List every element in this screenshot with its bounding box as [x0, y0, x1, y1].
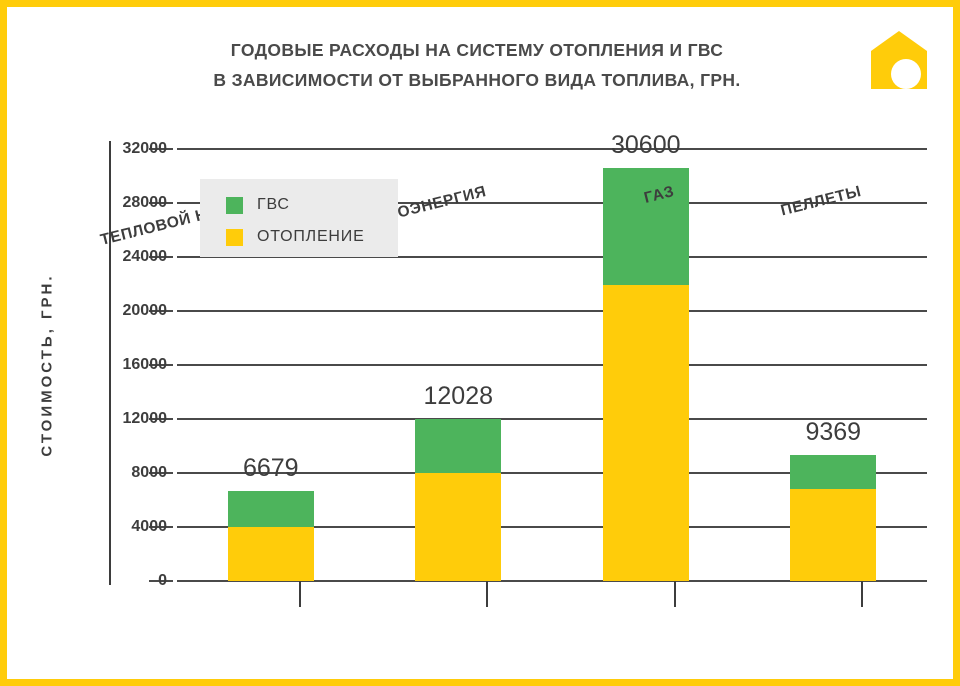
- gridline: [177, 256, 927, 258]
- gridline: [177, 310, 927, 312]
- legend-item-dhw[interactable]: ГВС: [226, 192, 398, 218]
- y-axis-tick: [149, 526, 173, 528]
- y-axis-tick-label: 24000: [122, 248, 168, 265]
- y-axis-tick-label: 20000: [122, 302, 168, 319]
- y-axis-tick-label: 16000: [122, 356, 168, 373]
- page-title: ГОДОВЫЕ РАСХОДЫ НА СИСТЕМУ ОТОПЛЕНИЯ И Г…: [117, 35, 837, 95]
- gridline: [177, 418, 927, 420]
- bar-segment-dhw[interactable]: [790, 454, 877, 490]
- x-axis-tick: [673, 581, 676, 607]
- x-axis-tick: [298, 581, 301, 607]
- y-axis-tick: [149, 256, 173, 258]
- legend-item-heating[interactable]: ОТОПЛЕНИЕ: [226, 224, 398, 250]
- legend-swatch-heating: [226, 228, 243, 246]
- y-axis-tick: [149, 148, 173, 150]
- bar-segment-heating[interactable]: [602, 285, 689, 581]
- bar-segment-heating[interactable]: [415, 473, 502, 581]
- legend-label-dhw: ГВС: [257, 196, 290, 213]
- bar-segment-dhw[interactable]: [602, 167, 689, 286]
- y-axis-title: СТОИМОСТЬ, ГРН.: [38, 273, 56, 457]
- gridline: [177, 202, 927, 204]
- y-axis-tick: [149, 472, 173, 474]
- y-axis-tick-label: 28000: [122, 194, 168, 211]
- bar-group[interactable]: 30600 ГАЗ: [602, 131, 689, 607]
- legend-label-heating: ОТОПЛЕНИЕ: [257, 228, 365, 245]
- y-axis-tick-label: 4000: [131, 518, 167, 535]
- title-line-2: В ЗАВИСИМОСТИ ОТ ВЫБРАННОГО ВИДА ТОПЛИВА…: [213, 70, 741, 90]
- bar-total-label: 30600: [610, 130, 681, 159]
- bar-segment-dhw[interactable]: [415, 418, 502, 473]
- y-axis-tick-label: 0: [158, 572, 167, 589]
- gridline: [177, 148, 927, 150]
- x-axis-tick: [861, 581, 864, 607]
- title-line-1: ГОДОВЫЕ РАСХОДЫ НА СИСТЕМУ ОТОПЛЕНИЯ И Г…: [230, 40, 724, 60]
- bar-total-label: 12028: [423, 381, 494, 410]
- bar-segment-heating[interactable]: [790, 489, 877, 581]
- bar-total-label: 6679: [242, 453, 299, 482]
- y-axis-tick: [149, 310, 173, 312]
- y-axis-tick: [149, 580, 173, 582]
- y-axis-tick: [149, 418, 173, 420]
- bar-segment-dhw[interactable]: [227, 490, 314, 527]
- y-axis-line: [109, 141, 111, 585]
- y-axis-tick: [149, 202, 173, 204]
- y-axis-tick-label: 12000: [122, 410, 168, 427]
- gridline: [177, 472, 927, 474]
- gridline: [177, 526, 927, 528]
- house-logo-icon: [865, 27, 933, 95]
- bar-total-label: 9369: [805, 417, 862, 446]
- gridline: [177, 364, 927, 366]
- y-axis-tick-label: 8000: [131, 464, 167, 481]
- bar-segment-heating[interactable]: [227, 527, 314, 581]
- gridline: [177, 580, 927, 582]
- x-axis-category-label: ПЕЛЛЕТЫ: [779, 183, 864, 220]
- y-axis-tick: [149, 364, 173, 366]
- bar-group[interactable]: 12028 ЭЛЕКТРОЭНЕРГИЯ: [333, 149, 502, 607]
- legend-swatch-dhw: [226, 196, 243, 214]
- chart-plot-area: СТОИМОСТЬ, ГРН. 0 4000 8000 12000 16000 20000…: [39, 131, 927, 607]
- x-axis-tick: [486, 581, 489, 607]
- chart-legend: ГВС ОТОПЛЕНИЕ: [200, 179, 398, 257]
- y-axis-tick-label: 32000: [122, 140, 168, 157]
- bar-group[interactable]: 9369 ПЕЛЛЕТЫ: [779, 149, 877, 607]
